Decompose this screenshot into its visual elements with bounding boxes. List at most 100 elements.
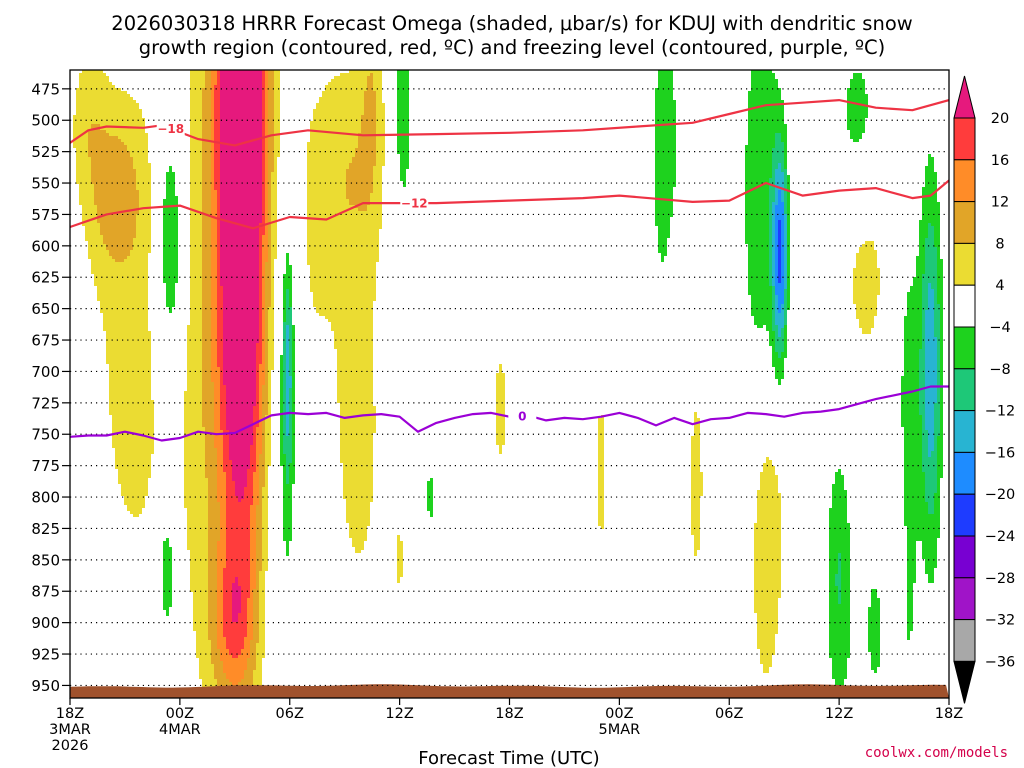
omega-cell bbox=[769, 235, 772, 238]
omega-cell bbox=[778, 298, 784, 301]
omega-cell bbox=[211, 370, 220, 373]
omega-cell bbox=[124, 142, 148, 145]
omega-cell bbox=[358, 208, 367, 211]
omega-cell bbox=[136, 169, 151, 172]
omega-cell bbox=[259, 409, 262, 412]
omega-cell bbox=[775, 169, 781, 172]
omega-cell bbox=[220, 274, 259, 277]
omega-cell bbox=[757, 640, 775, 643]
omega-cell bbox=[598, 481, 604, 484]
omega-cell bbox=[214, 97, 220, 100]
omega-cell bbox=[256, 385, 259, 388]
omega-cell bbox=[283, 421, 286, 424]
omega-cell bbox=[253, 610, 259, 613]
omega-cell bbox=[190, 253, 202, 256]
omega-cell bbox=[760, 472, 775, 475]
omega-cell bbox=[250, 553, 256, 556]
omega-cell bbox=[292, 385, 295, 388]
omega-cell bbox=[184, 418, 202, 421]
omega-cell bbox=[193, 610, 208, 613]
omega-cell bbox=[496, 433, 505, 436]
omega-cell bbox=[745, 229, 769, 232]
omega-cell bbox=[202, 376, 211, 379]
omega-cell bbox=[334, 343, 373, 346]
omega-cell bbox=[397, 79, 409, 82]
omega-cell bbox=[925, 373, 937, 376]
omega-cell bbox=[922, 289, 928, 292]
omega-cell bbox=[226, 481, 235, 484]
omega-cell bbox=[286, 547, 289, 550]
omega-cell bbox=[190, 262, 202, 265]
omega-cell bbox=[211, 655, 220, 658]
x-tick-label: 00Z bbox=[166, 706, 194, 722]
omega-cell bbox=[496, 394, 505, 397]
omega-cell bbox=[214, 145, 220, 148]
omega-cell bbox=[76, 151, 88, 154]
omega-cell bbox=[775, 295, 778, 298]
omega-cell bbox=[775, 343, 784, 346]
omega-cell bbox=[262, 196, 265, 199]
omega-cell bbox=[196, 646, 211, 649]
contour-label: −12 bbox=[401, 197, 428, 211]
omega-cell bbox=[88, 148, 127, 151]
omega-cell bbox=[280, 382, 283, 385]
omega-cell bbox=[919, 223, 928, 226]
omega-cell bbox=[757, 637, 775, 640]
omega-cell bbox=[655, 142, 676, 145]
omega-cell bbox=[262, 193, 265, 196]
omega-cell bbox=[265, 184, 268, 187]
omega-cell bbox=[922, 469, 937, 472]
omega-cell bbox=[232, 460, 250, 463]
omega-cell bbox=[103, 325, 148, 328]
omega-cell bbox=[337, 400, 373, 403]
omega-cell bbox=[775, 250, 778, 253]
omega-cell bbox=[214, 391, 220, 394]
omega-cell bbox=[190, 121, 202, 124]
omega-cell bbox=[397, 550, 403, 553]
omega-cell bbox=[163, 229, 178, 232]
omega-cell bbox=[253, 430, 256, 433]
omega-cell bbox=[772, 217, 775, 220]
y-tick-label: 900 bbox=[31, 614, 60, 632]
omega-cell bbox=[925, 271, 937, 274]
omega-cell bbox=[691, 499, 700, 502]
omega-cell bbox=[247, 607, 253, 610]
omega-cell bbox=[832, 661, 847, 664]
omega-cell bbox=[283, 337, 286, 340]
omega-cell bbox=[367, 79, 373, 82]
omega-cell bbox=[691, 475, 703, 478]
omega-cell bbox=[280, 388, 283, 391]
omega-cell bbox=[928, 301, 934, 304]
omega-cell bbox=[208, 532, 220, 535]
omega-cell bbox=[265, 274, 271, 277]
omega-cell bbox=[772, 319, 775, 322]
omega-cell bbox=[745, 172, 772, 175]
omega-cell bbox=[940, 421, 943, 424]
omega-cell bbox=[397, 85, 409, 88]
omega-cell bbox=[163, 604, 172, 607]
omega-cell bbox=[259, 583, 265, 586]
omega-cell bbox=[190, 265, 202, 268]
omega-cell bbox=[256, 520, 262, 523]
omega-cell bbox=[361, 127, 376, 130]
omega-cell bbox=[265, 448, 271, 451]
omega-cell bbox=[307, 193, 346, 196]
omega-cell bbox=[397, 106, 409, 109]
omega-cell bbox=[499, 370, 502, 373]
omega-cell bbox=[775, 265, 778, 268]
omega-cell bbox=[283, 469, 286, 472]
omega-cell bbox=[88, 250, 109, 253]
omega-cell bbox=[250, 526, 256, 529]
omega-cell bbox=[283, 475, 286, 478]
omega-cell bbox=[202, 346, 211, 349]
omega-cell bbox=[307, 199, 349, 202]
omega-cell bbox=[286, 337, 289, 340]
omega-cell bbox=[262, 448, 265, 451]
omega-cell bbox=[925, 355, 937, 358]
y-tick-label: 650 bbox=[31, 300, 60, 318]
omega-cell bbox=[769, 187, 775, 190]
omega-cell bbox=[190, 268, 202, 271]
omega-cell bbox=[907, 298, 922, 301]
omega-cell bbox=[250, 592, 253, 595]
omega-cell bbox=[772, 148, 784, 151]
